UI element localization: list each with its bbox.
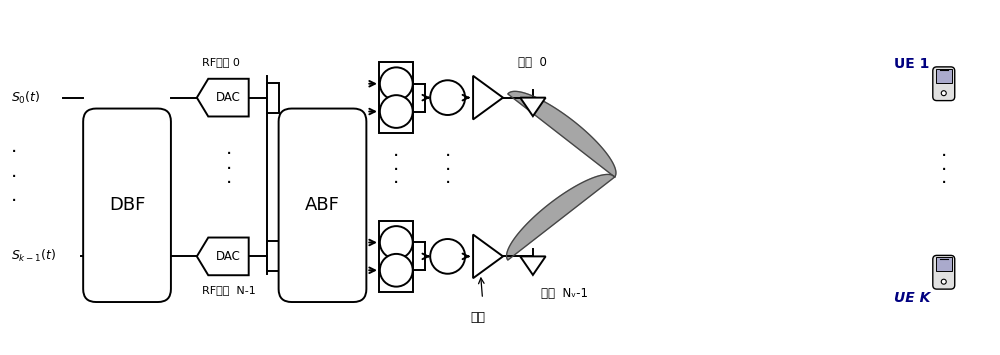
Text: DBF: DBF [109,196,145,214]
Text: 天线  0: 天线 0 [518,56,547,69]
Text: ·: · [226,174,232,193]
Text: UE K: UE K [894,291,930,305]
Text: ·: · [393,147,399,166]
Text: ·: · [941,147,947,166]
Text: DAC: DAC [216,250,241,263]
Polygon shape [507,174,615,260]
Circle shape [380,226,413,259]
Text: DAC: DAC [216,91,241,104]
Text: ·: · [11,192,18,211]
Bar [379,221,413,291]
FancyBboxPatch shape [933,67,955,100]
Text: $S_{k-1}(t)$: $S_{k-1}(t)$ [11,248,57,264]
Text: ·: · [445,160,451,180]
Text: ·: · [941,174,947,193]
Polygon shape [508,91,616,177]
Circle shape [430,80,465,115]
Text: ·: · [393,160,399,180]
Text: ·: · [226,145,232,164]
Bar [267,241,279,271]
Polygon shape [473,76,503,120]
Polygon shape [473,235,503,278]
Text: ·: · [226,159,232,179]
FancyBboxPatch shape [279,109,366,302]
Text: RF通道 0: RF通道 0 [202,57,240,67]
Text: ·: · [445,147,451,166]
Circle shape [380,67,413,100]
Text: ·: · [941,160,947,180]
Text: UE 1: UE 1 [894,57,929,71]
Circle shape [941,91,946,95]
Circle shape [430,239,465,274]
Polygon shape [197,79,249,116]
Text: ABF: ABF [305,196,340,214]
Text: $S_0(t)$: $S_0(t)$ [11,89,41,106]
Circle shape [941,279,946,284]
Circle shape [380,254,413,286]
Polygon shape [197,237,249,275]
Text: 天线  Nᵥ-1: 天线 Nᵥ-1 [541,287,588,300]
FancyBboxPatch shape [933,255,955,289]
Polygon shape [520,98,546,116]
FancyBboxPatch shape [83,109,171,302]
Text: ·: · [11,143,18,162]
Circle shape [380,95,413,128]
Text: RF通道  N-1: RF通道 N-1 [202,285,256,295]
Bar [936,69,952,83]
Bar [936,257,952,271]
Text: ·: · [11,168,18,186]
Text: 功放: 功放 [470,311,485,324]
Text: ·: · [445,174,451,193]
Bar [267,83,279,113]
Text: ·: · [393,174,399,193]
Bar [379,62,413,133]
Polygon shape [520,256,546,275]
